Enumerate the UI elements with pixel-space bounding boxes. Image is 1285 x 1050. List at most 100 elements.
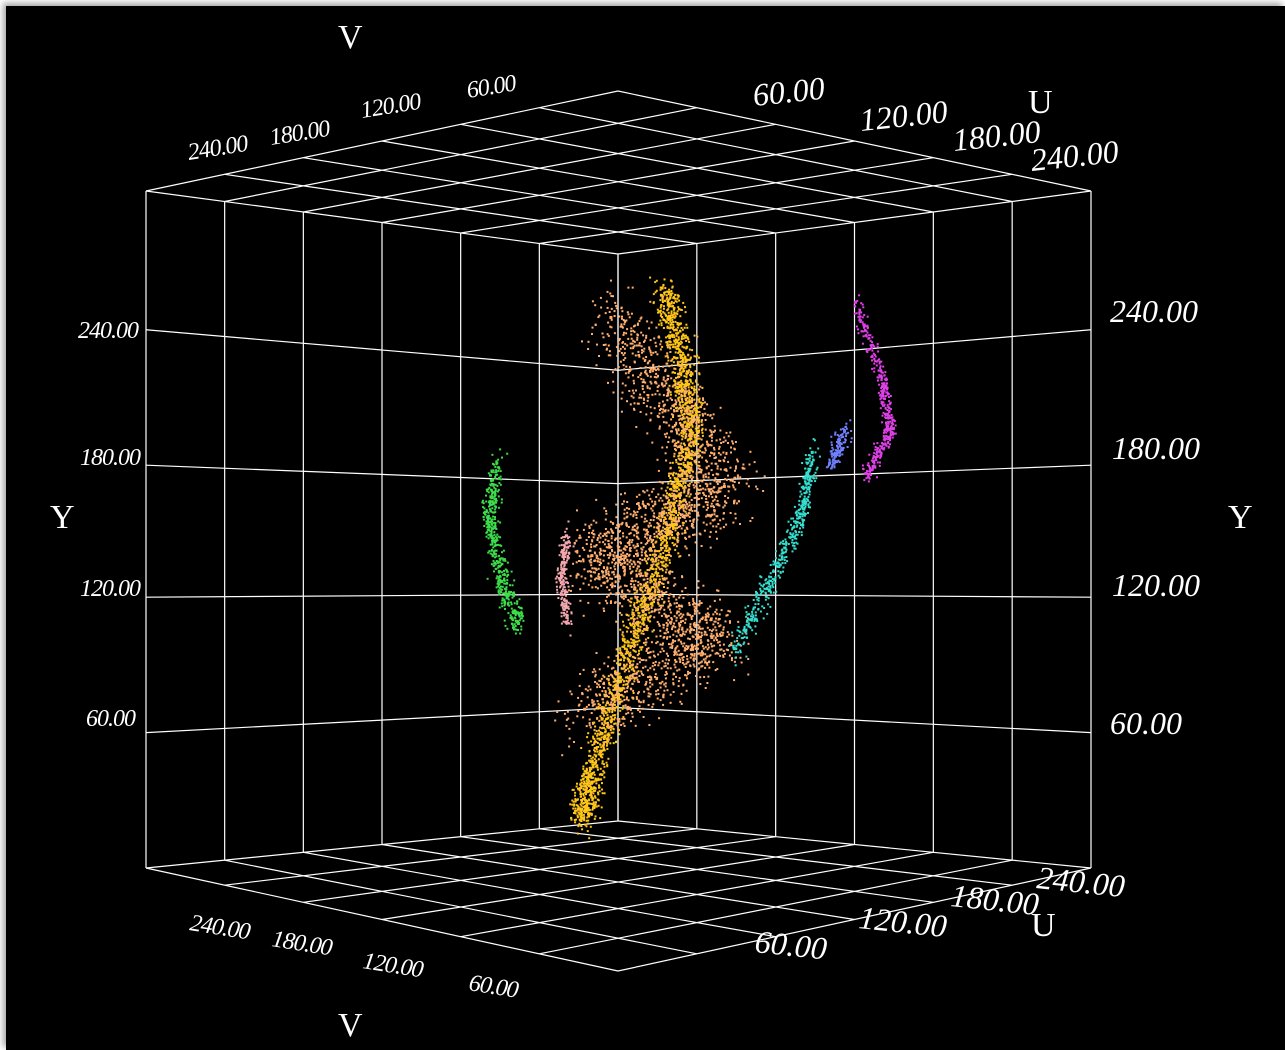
scatter-dot-series-0 xyxy=(675,480,678,483)
scatter-dot-series-1 xyxy=(709,443,712,446)
scatter-dot-series-1 xyxy=(613,315,616,317)
scatter-dot-series-1 xyxy=(578,536,581,539)
scatter-dot-series-1 xyxy=(622,319,625,321)
scatter-dot-series-1 xyxy=(655,326,658,329)
scatter-dot-series-0 xyxy=(676,490,678,493)
scatter-dot-series-2 xyxy=(498,586,501,589)
scatter-dot-series-1 xyxy=(602,559,605,562)
scatter-dot-series-0 xyxy=(670,290,673,292)
scatter-dot-series-0 xyxy=(593,747,596,749)
scatter-dot-series-1 xyxy=(727,609,730,612)
scatter-dot-series-0 xyxy=(588,780,591,783)
scatter-dot-series-0 xyxy=(665,294,668,297)
scatter-dot-series-1 xyxy=(641,548,644,551)
scatter-dot-series-0 xyxy=(617,652,620,654)
scatter-dot-series-1 xyxy=(637,376,640,379)
scatter-dot-series-1 xyxy=(634,672,637,675)
scatter-dot-series-1 xyxy=(700,497,703,500)
scatter-dot-series-1 xyxy=(717,652,720,655)
scatter-dot-series-0 xyxy=(592,802,595,805)
scatter-dot-series-0 xyxy=(681,521,684,524)
scatter-dot-series-0 xyxy=(618,692,620,695)
scatter-dot-series-1 xyxy=(669,701,672,704)
scatter-dot-series-0 xyxy=(681,360,684,362)
scatter-dot-series-1 xyxy=(582,560,585,563)
scatter-dot-series-1 xyxy=(697,635,700,638)
scatter-dot-series-1 xyxy=(722,628,725,631)
scatter-dot-series-1 xyxy=(736,458,739,461)
scatter-dot-series-0 xyxy=(691,372,694,375)
scatter-dot-series-1 xyxy=(666,496,669,499)
scatter-dot-series-1 xyxy=(669,555,672,558)
scatter-dot-series-2 xyxy=(520,610,523,613)
scatter-dot-series-0 xyxy=(662,578,665,581)
scatter-dot-series-1 xyxy=(684,666,687,668)
scatter-dot-series-1 xyxy=(588,722,591,725)
data-point-series-1-3 xyxy=(710,635,714,639)
scatter-dot-series-0 xyxy=(683,413,686,416)
scatter-dot-series-1 xyxy=(695,421,698,424)
scatter-dot-series-1 xyxy=(600,562,602,565)
scatter-dot-series-1 xyxy=(669,509,672,512)
scatter-dot-series-1 xyxy=(707,514,709,517)
scatter-dot-series-0 xyxy=(590,791,593,794)
scatter-dot-series-1 xyxy=(582,668,585,671)
scatter-dot-series-0 xyxy=(632,649,635,652)
scatter-dot-series-1 xyxy=(591,699,594,702)
scatter-dot-series-1 xyxy=(682,645,685,648)
scatter-dot-series-1 xyxy=(736,474,739,477)
scatter-dot-series-1 xyxy=(675,675,677,678)
scatter-dot-series-0 xyxy=(659,311,662,314)
scatter-dot-series-0 xyxy=(679,501,682,503)
scatter-dot-series-1 xyxy=(620,410,623,413)
scatter-dot-series-1 xyxy=(656,621,659,623)
scatter-dot-series-1 xyxy=(655,635,658,638)
scatter-dot-series-1 xyxy=(631,673,634,676)
scatter-dot-series-1 xyxy=(649,375,652,378)
scatter-dot-series-1 xyxy=(691,654,694,657)
scatter-dot-series-1 xyxy=(632,612,635,615)
scatter-dot-series-1 xyxy=(702,399,705,401)
scatter-dot-series-0 xyxy=(701,386,704,389)
scatter-dot-series-0 xyxy=(663,557,666,559)
scatter-dot-series-0 xyxy=(599,731,602,734)
scatter-dot-series-1 xyxy=(649,371,652,374)
scatter-dot-series-1 xyxy=(716,668,719,670)
scatter-dot-series-1 xyxy=(648,348,651,351)
scatter-dot-series-1 xyxy=(611,531,614,534)
scatter-dot-series-1 xyxy=(643,583,646,586)
scatter-dot-series-1 xyxy=(665,459,668,462)
scatter-dot-series-1 xyxy=(609,292,612,295)
scatter-dot-series-1 xyxy=(701,443,704,446)
scatter-dot-series-0 xyxy=(670,305,673,308)
scatter-dot-series-0 xyxy=(687,358,690,361)
scatter-dot-series-0 xyxy=(687,407,690,410)
scatter-dot-series-1 xyxy=(627,650,629,653)
scatter-dot-series-1 xyxy=(733,448,736,451)
scatter-dot-series-1 xyxy=(621,315,623,318)
scatter-dot-series-1 xyxy=(656,598,659,601)
scatter-dot-series-1 xyxy=(619,585,622,588)
scatter-dot-series-1 xyxy=(725,451,728,454)
scatter-dot-series-1 xyxy=(733,679,736,682)
scatter-dot-series-0 xyxy=(612,680,615,683)
scatter-dot-series-1 xyxy=(664,368,667,371)
scatter-dot-series-1 xyxy=(687,491,690,494)
scatter-dot-series-1 xyxy=(614,301,617,304)
scatter-dot-series-1 xyxy=(661,507,664,510)
scatter-dot-series-1 xyxy=(569,574,572,577)
scatter-dot-series-1 xyxy=(625,669,627,671)
scatter-dot-series-1 xyxy=(751,517,754,519)
scatter-dot-series-1 xyxy=(657,523,660,525)
scatter-dot-series-1 xyxy=(655,345,658,348)
scatter-dot-series-0 xyxy=(623,644,626,647)
scatter-dot-series-1 xyxy=(603,662,606,665)
scatter-dot-series-1 xyxy=(732,442,734,445)
scatter-dot-series-0 xyxy=(688,455,690,458)
scatter-dot-series-0 xyxy=(598,749,601,752)
scatter-dot-series-1 xyxy=(681,417,684,420)
scatter-dot-series-1 xyxy=(635,389,637,392)
scatter-dot-series-1 xyxy=(736,460,739,463)
scatter-dot-series-0 xyxy=(680,384,682,387)
scatter-dot-series-1 xyxy=(695,459,698,461)
